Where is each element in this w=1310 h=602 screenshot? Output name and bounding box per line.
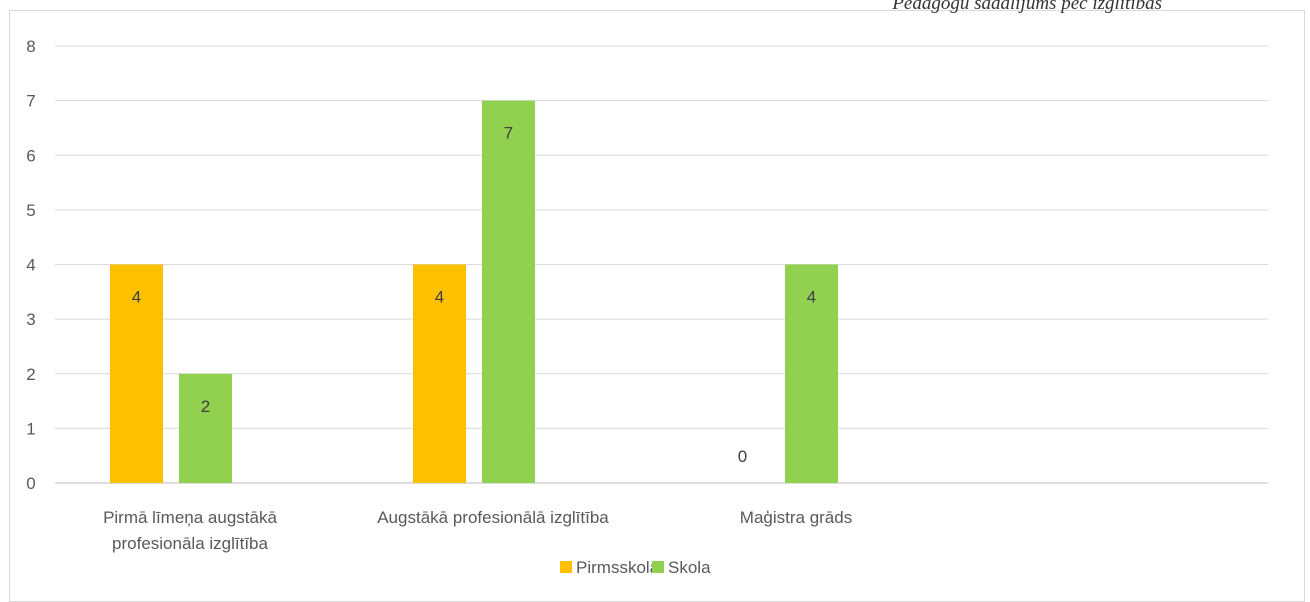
legend-label-skola: Skola xyxy=(668,558,711,577)
y-tick-label: 1 xyxy=(26,419,35,438)
data-label: 4 xyxy=(807,288,816,307)
bar-pirmsskola xyxy=(413,264,466,483)
y-tick-label: 5 xyxy=(26,201,35,220)
data-label: 4 xyxy=(132,288,141,307)
category-label: profesionāla izglītība xyxy=(112,534,268,553)
chart-caption: Pedagogu sadalījums pēc izglītības xyxy=(892,0,1162,14)
data-label: 4 xyxy=(435,288,444,307)
y-tick-label: 7 xyxy=(26,92,35,111)
category-label: Augstākā profesionālā izglītība xyxy=(377,508,609,527)
legend-swatch-skola xyxy=(652,561,664,573)
y-tick-label: 8 xyxy=(26,37,35,56)
legend-label-pirmsskola: Pirmsskola xyxy=(576,558,660,577)
bar-skola xyxy=(179,373,232,483)
y-tick-label: 4 xyxy=(26,256,35,275)
category-label: Maģistra grāds xyxy=(740,508,852,527)
y-tick-label: 2 xyxy=(26,365,35,384)
data-label: 0 xyxy=(738,447,747,466)
y-tick-label: 0 xyxy=(26,474,35,493)
category-label: Pirmā līmeņa augstākā xyxy=(103,508,277,527)
bar-skola xyxy=(482,100,535,483)
y-tick-label: 3 xyxy=(26,310,35,329)
bar-pirmsskola xyxy=(110,264,163,483)
data-label: 2 xyxy=(201,397,210,416)
legend-swatch-pirmsskola xyxy=(560,561,572,573)
y-tick-label: 6 xyxy=(26,146,35,165)
bar-skola xyxy=(785,264,838,483)
data-label: 7 xyxy=(504,124,513,143)
